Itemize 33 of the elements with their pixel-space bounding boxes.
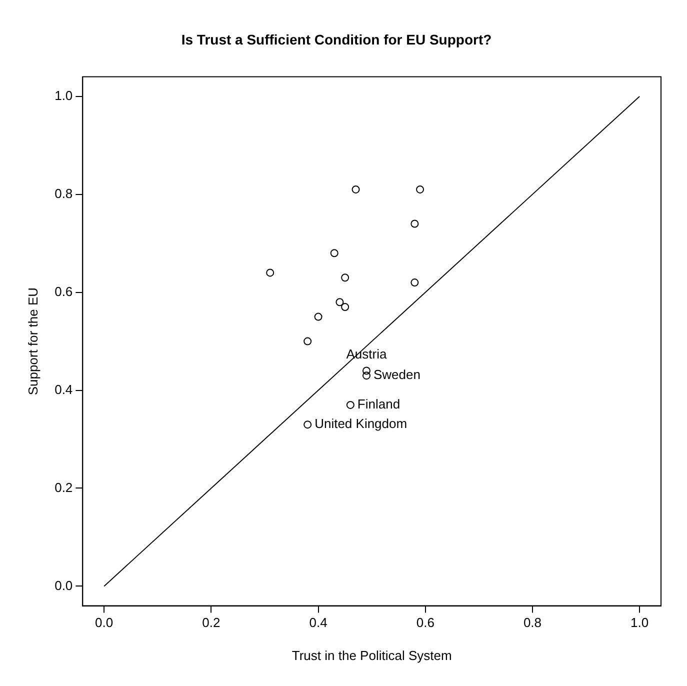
x-tick-label: 0.4 (309, 615, 328, 630)
point (341, 274, 350, 282)
point (266, 268, 274, 277)
y-tick-label: 1.0 (54, 88, 73, 103)
x-tick-label: 0.6 (416, 615, 434, 630)
y-tick-label: 0.4 (54, 382, 73, 397)
y-tick-label: 0.0 (54, 578, 73, 593)
x-tick-label: 0.0 (95, 615, 114, 630)
x-tick-label: 1.0 (630, 615, 649, 630)
point (314, 312, 322, 321)
point (304, 337, 312, 346)
annotation: Finland (357, 396, 400, 412)
y-tick-label: 0.8 (54, 186, 73, 201)
annotation: United Kingdom (314, 416, 408, 432)
point (341, 303, 350, 312)
point (362, 372, 370, 380)
x-tick-label: 0.2 (202, 615, 220, 630)
point (416, 185, 424, 194)
point (410, 220, 419, 228)
x-axis-title: Trust in the Political System (292, 648, 452, 663)
y-axis-title: Support for the EU (25, 287, 40, 396)
point (336, 298, 344, 306)
point (330, 249, 338, 258)
chart-title: Is Trust a Sufficient Condition for EU Support? (181, 31, 492, 48)
annotation: Sweden (373, 367, 420, 382)
point (410, 278, 419, 287)
x-tick-label: 0.8 (523, 615, 542, 630)
point (346, 400, 354, 409)
y-tick-label: 0.6 (54, 284, 73, 299)
point (362, 366, 370, 375)
point (352, 185, 360, 194)
y-tick-label: 0.2 (54, 480, 73, 495)
point (304, 420, 312, 429)
